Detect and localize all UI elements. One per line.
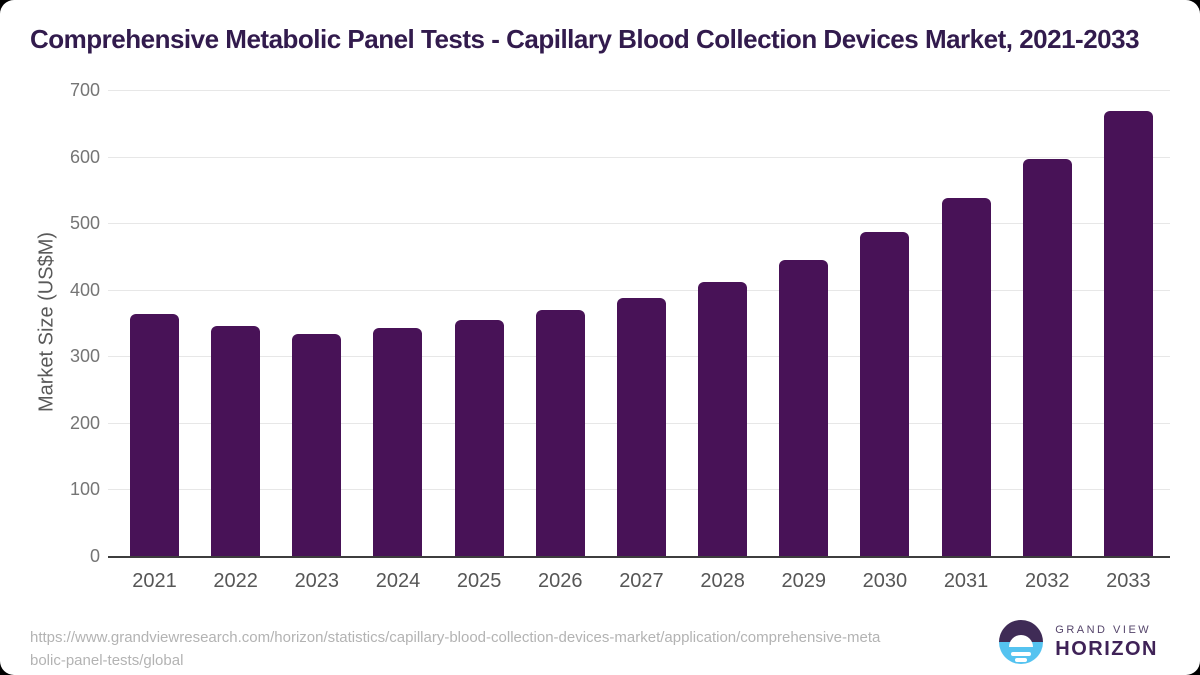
source-url: https://www.grandviewresearch.com/horizo… bbox=[30, 626, 950, 672]
chart-title: Comprehensive Metabolic Panel Tests - Ca… bbox=[30, 24, 1140, 54]
bar-2032 bbox=[1022, 158, 1072, 556]
gridline-600 bbox=[108, 156, 1170, 158]
x-tick-label-2031: 2031 bbox=[943, 570, 989, 592]
x-tick-label-2024: 2024 bbox=[375, 570, 421, 592]
x-tick-label-2021: 2021 bbox=[132, 570, 177, 592]
x-tick-label-2030: 2030 bbox=[862, 570, 908, 592]
y-tick-label-200: 200 bbox=[69, 412, 100, 433]
y-tick-label-400: 400 bbox=[69, 279, 100, 300]
gridline-700 bbox=[108, 90, 1170, 91]
horizon-dome-shape bbox=[1009, 635, 1034, 647]
bar-2030 bbox=[860, 232, 910, 556]
x-tick-label-2022: 2022 bbox=[213, 570, 258, 592]
x-tick-label-2026: 2026 bbox=[538, 570, 583, 592]
gridline-400 bbox=[108, 289, 1170, 291]
bar-2028 bbox=[698, 281, 748, 556]
y-tick-label-500: 500 bbox=[69, 213, 100, 234]
bar-2022 bbox=[211, 325, 261, 556]
x-tick-label-2023: 2023 bbox=[294, 570, 340, 592]
bar-2031 bbox=[941, 197, 991, 556]
y-tick-label-100: 100 bbox=[69, 479, 100, 500]
logo-text-block: GRAND VIEW HORIZON bbox=[1055, 624, 1158, 661]
bar-2023 bbox=[292, 334, 342, 556]
y-tick-label-0: 0 bbox=[89, 546, 100, 566]
horizon-dash-2 bbox=[1015, 658, 1028, 662]
bar-2029 bbox=[779, 259, 829, 556]
y-tick-label-700: 700 bbox=[69, 80, 100, 100]
x-axis-line bbox=[108, 556, 1170, 558]
x-tick-label-2033: 2033 bbox=[1106, 570, 1151, 592]
y-tick-label-300: 300 bbox=[69, 346, 100, 367]
bars-container bbox=[130, 90, 1153, 556]
x-tick-label-2032: 2032 bbox=[1024, 570, 1070, 592]
logo-brand-bottom: HORIZON bbox=[1055, 637, 1158, 660]
x-tick-label-2028: 2028 bbox=[700, 570, 745, 592]
grandview-horizon-logo: GRAND VIEW HORIZON bbox=[999, 620, 1158, 664]
y-tick-label-600: 600 bbox=[69, 146, 100, 167]
source-url-line1: https://www.grandviewresearch.com/horizo… bbox=[30, 629, 881, 646]
x-tick-label-2025: 2025 bbox=[456, 570, 502, 592]
logo-brand-top: GRAND VIEW bbox=[1055, 623, 1152, 636]
bar-2026 bbox=[535, 310, 585, 556]
source-url-line2: bolic-panel-tests/global bbox=[30, 652, 184, 669]
x-tick-label-2027: 2027 bbox=[619, 570, 664, 592]
horizon-globe-icon bbox=[999, 620, 1044, 664]
bar-2024 bbox=[373, 328, 423, 556]
bar-2033 bbox=[1103, 111, 1153, 556]
bar-2025 bbox=[454, 320, 504, 556]
gridline-500 bbox=[108, 223, 1170, 225]
bar-2021 bbox=[130, 314, 179, 556]
horizon-dash-1 bbox=[1011, 652, 1032, 656]
x-axis-tick-labels: 2021 2022 2023 2024 2025 2026 2027 2028 2029 2030… bbox=[114, 570, 1169, 593]
y-axis-title: Market Size (US$M) bbox=[35, 231, 58, 413]
x-tick-label-2029: 2029 bbox=[781, 570, 827, 592]
bar-2027 bbox=[616, 298, 666, 556]
